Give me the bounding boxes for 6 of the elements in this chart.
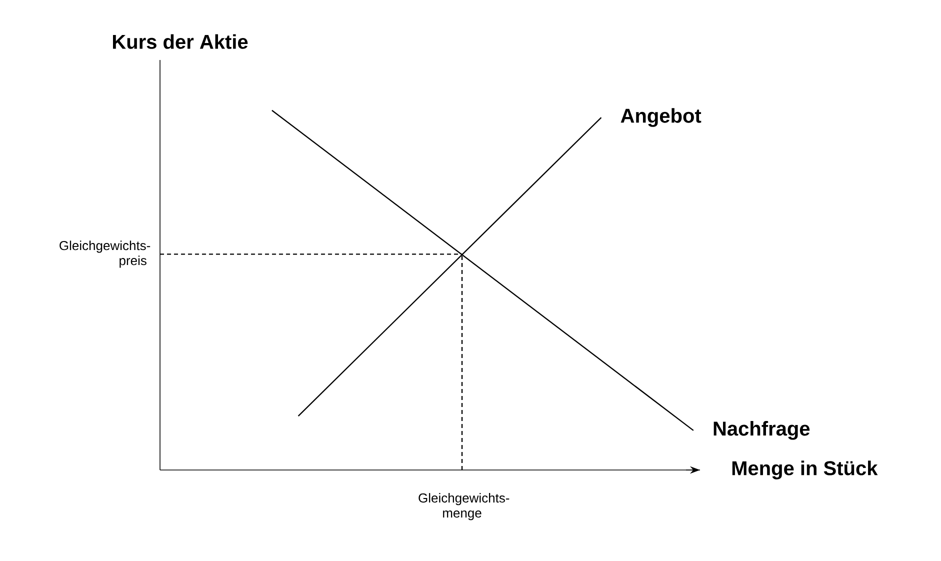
ref-line-label: Gleichgewichts-preis xyxy=(60,240,150,268)
series-label: Nachfrage xyxy=(714,421,810,440)
series-label: Angebot xyxy=(620,108,702,127)
text: Gleichgewichts-menge xyxy=(418,493,510,520)
x-axis-title: Menge in Stück xyxy=(732,460,878,480)
y-axis-title: Kurs der Aktie xyxy=(113,34,248,49)
